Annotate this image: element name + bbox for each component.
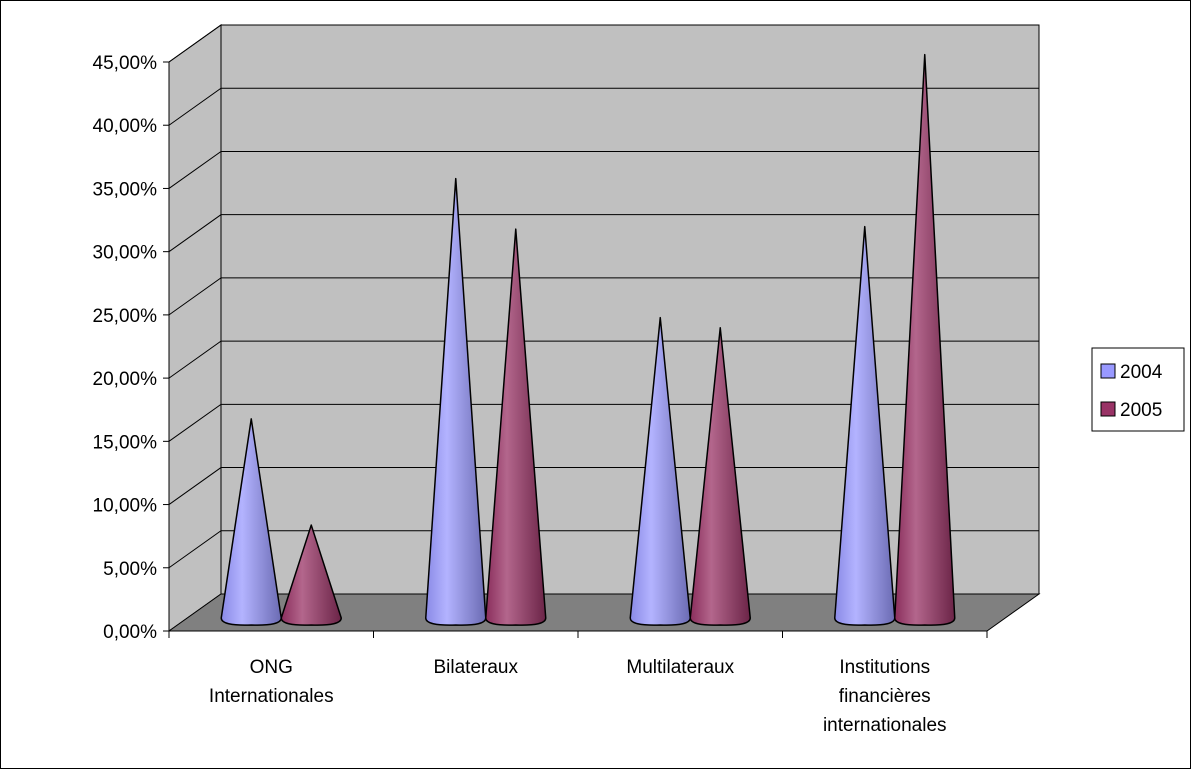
x-tick-label: ONG Internationales: [209, 657, 334, 707]
cone-2005-2: [689, 327, 751, 626]
y-tick-label: 45,00%: [93, 53, 158, 74]
gridline: [168, 214, 1039, 253]
y-axis-tick-labels: 0,00% 5,00% 10,00% 15,00% 20,00% 25,00% 30,00%…: [93, 53, 158, 643]
y-tick-label: 5,00%: [103, 559, 157, 580]
legend-swatch: [1100, 363, 1116, 379]
cone-2005-0: [280, 524, 342, 626]
legend-label: 2005: [1120, 400, 1162, 421]
y-tick-label: 15,00%: [93, 432, 158, 453]
legend-label: 2004: [1120, 362, 1163, 383]
cone-2005-3: [894, 53, 956, 626]
gridline: [168, 530, 1039, 569]
y-tick-label: 40,00%: [93, 116, 158, 137]
gridline: [168, 24, 1039, 63]
y-tick-label: 25,00%: [93, 306, 158, 327]
cone-2005-1: [485, 228, 547, 626]
y-tick-label: 20,00%: [93, 369, 158, 390]
data-cones: [220, 53, 956, 626]
x-tick-label: Multilateraux: [626, 657, 734, 678]
axes: [163, 61, 988, 638]
x-axis-tick-labels: ONG Internationales Bilateraux Multilaterau…: [209, 657, 947, 736]
legend-box: [1091, 347, 1185, 432]
x-tick-label: Bilateraux: [434, 657, 519, 678]
gridline: [168, 87, 1039, 126]
legend-swatch: [1100, 401, 1116, 417]
y-tick-label: 0,00%: [103, 622, 157, 643]
y-tick-label: 35,00%: [93, 179, 158, 200]
gridline: [168, 150, 1039, 189]
chart-walls: [167, 24, 1041, 632]
side-wall: [168, 24, 222, 632]
y-tick-label: 10,00%: [93, 496, 158, 517]
gridline: [168, 467, 1039, 505]
y-tick-label: 30,00%: [93, 243, 158, 264]
gridline: [168, 277, 1039, 316]
gridline: [168, 340, 1039, 379]
gridlines: [168, 24, 1039, 569]
gridline: [168, 403, 1039, 442]
x-tick-label: Institutions financières internationales: [823, 657, 947, 736]
legend: 2004 2005: [1091, 347, 1185, 432]
